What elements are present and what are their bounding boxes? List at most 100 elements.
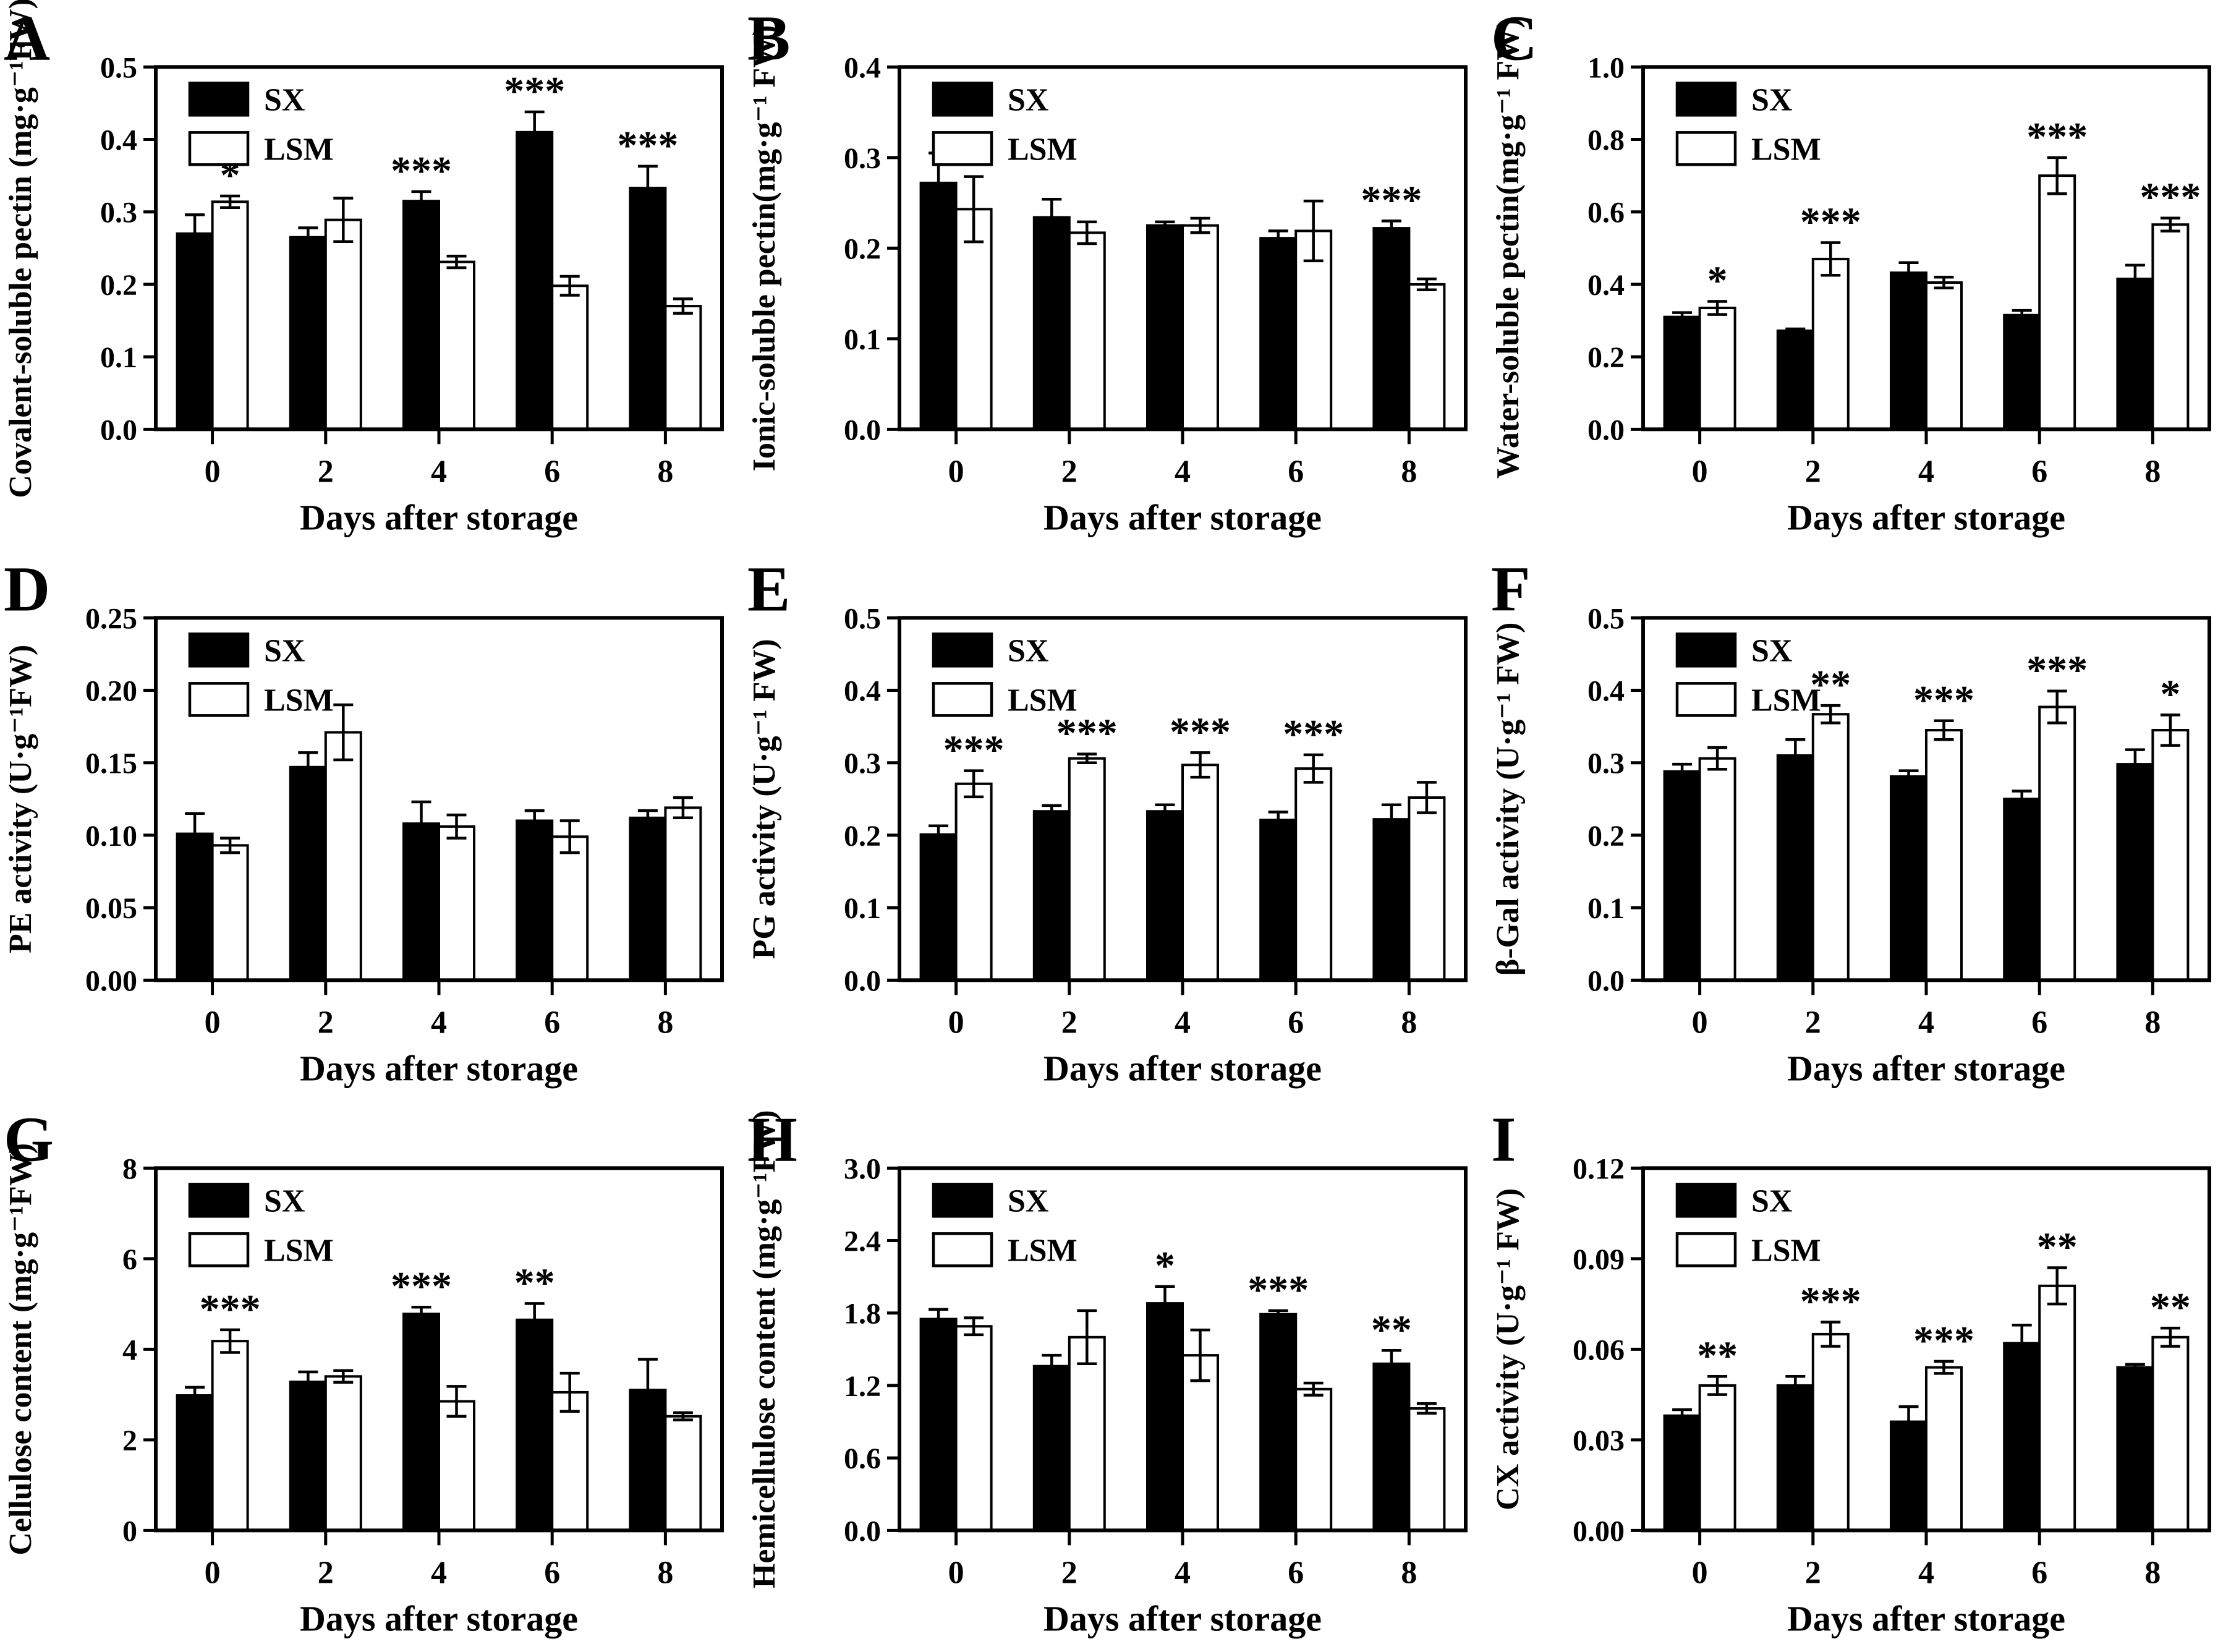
y-tick-label: 0.12 [1573,1153,1625,1186]
legend-swatch-lsm [932,1232,993,1267]
significance-marker: *** [1361,177,1422,223]
legend-swatch-lsm [932,681,993,717]
legend-label-sx: SX [264,82,305,117]
y-tick-label: 0.0 [844,414,881,446]
bar-sx-day4 [402,822,440,981]
bar-lsm-day6 [2038,174,2076,431]
significance-marker: ** [1810,662,1851,707]
bar-lsm-day8 [664,1415,702,1532]
legend-swatch-sx [1675,1183,1737,1218]
significance-marker: *** [391,1264,452,1309]
x-tick-label: 4 [1175,1556,1191,1591]
panel-H-chart: H 0.0 0.6 1.2 1.8 2.4 3.0 Hemicellulose content… [744,1101,1487,1652]
x-tick-label: 8 [657,454,673,489]
panel-C-chart: C 0.0 0.2 0.4 0.6 0.8 1.0 Water-soluble pectin(… [1487,0,2231,551]
bar-lsm-day0 [1698,1384,1736,1532]
x-tick-label: 2 [1061,1005,1077,1040]
bar-lsm-day2 [1068,1336,1106,1532]
x-axis-title: Days after storage [1043,1599,1322,1639]
bar-lsm-day6 [2038,1285,2076,1532]
significance-marker: *** [200,1287,261,1332]
bar-lsm-day6 [1294,1388,1333,1532]
x-tick-label: 2 [1805,1556,1821,1591]
bar-lsm-day6 [1294,767,1333,981]
significance-marker: *** [2026,114,2088,160]
plot-border [898,1166,1468,1533]
significance-marker: ** [2150,1285,2191,1330]
bar-lsm-day2 [1068,757,1106,981]
y-tick-label: 2.4 [844,1225,881,1258]
y-tick-label: 0.05 [85,892,137,925]
plot-border [154,65,724,432]
bar-sx-day8 [2116,1366,2154,1532]
panel-A-chart: A 0.0 0.1 0.2 0.3 0.4 0.5 Covalent-soluble pect… [0,0,744,551]
bar-sx-day0 [919,181,958,431]
bar-lsm-day8 [2151,223,2190,431]
bar-lsm-day2 [1811,257,1850,431]
bar-sx-day8 [2116,762,2154,981]
legend-swatch-sx [1675,82,1737,117]
bar-sx-day2 [1032,809,1071,981]
y-tick-label: 0.4 [844,675,881,707]
y-tick-label: 3.0 [844,1153,881,1186]
bar-sx-day4 [1890,271,1927,431]
bar-lsm-day6 [551,1391,589,1532]
bar-lsm-day2 [1811,1333,1850,1532]
y-tick-label: 0.20 [85,675,137,707]
bar-lsm-day8 [664,305,702,431]
bar-sx-day8 [2116,278,2154,431]
y-tick-label: 0.2 [844,232,881,265]
bar-lsm-day6 [2038,705,2076,981]
x-axis-title: Days after storage [1043,497,1322,537]
x-axis-title: Days after storage [1787,497,2065,537]
y-tick-label: 0.6 [1587,197,1625,229]
y-tick-label: 0.1 [100,341,137,374]
y-tick-label: 0.06 [1573,1334,1625,1367]
legend-swatch-sx [1675,632,1737,668]
y-tick-label: 8 [122,1153,137,1186]
legend-label-lsm: LSM [1008,683,1077,718]
x-tick-label: 0 [1692,1556,1708,1591]
significance-marker: *** [1056,710,1118,756]
bar-lsm-day4 [1925,1366,1963,1532]
x-tick-label: 0 [948,1005,964,1040]
chart-svg-C: C 0.0 0.2 0.4 0.6 0.8 1.0 Water-soluble pectin(… [1490,2,2211,537]
plot-border [154,615,724,982]
y-tick-label: 0.00 [1573,1515,1625,1548]
plot-border [1641,1166,2211,1533]
significance-marker: *** [943,727,1005,772]
panel-letter: A [4,2,50,74]
bar-sx-day4 [402,200,440,431]
y-tick-label: 0.5 [100,51,137,84]
panel-E-chart: E 0.0 0.1 0.2 0.3 0.4 0.5 PG activity (U·g⁻¹ FW… [744,551,1487,1102]
x-tick-label: 0 [205,1005,221,1040]
panel-letter: I [1491,1104,1516,1175]
bar-lsm-day4 [438,260,475,431]
bar-lsm-day0 [954,1325,993,1532]
y-tick-label: 0.2 [1587,820,1625,853]
bar-lsm-day8 [664,806,702,981]
x-tick-label: 2 [1805,454,1821,489]
bar-sx-day8 [1372,817,1411,981]
x-tick-label: 4 [431,1005,447,1040]
bar-sx-day6 [2003,1342,2041,1532]
chart-svg-H: H 0.0 0.6 1.2 1.8 2.4 3.0 Hemicellulose content… [747,1104,1468,1639]
panel-I-chart: I 0.00 0.03 0.06 0.09 0.12 CX activity (U·g⁻¹ … [1487,1101,2231,1652]
panel-letter: G [4,1104,54,1175]
y-tick-label: 0.4 [100,124,137,157]
legend-label-sx: SX [1751,1184,1792,1219]
y-tick-label: 0 [122,1515,137,1548]
panel-letter: D [4,553,50,624]
y-tick-label: 0.00 [85,964,137,997]
legend-label-sx: SX [1751,633,1792,668]
bar-sx-day6 [2003,797,2041,981]
bar-lsm-day0 [211,1340,249,1532]
y-tick-label: 0.6 [844,1442,881,1475]
significance-marker: *** [1283,712,1344,757]
significance-marker: *** [2026,647,2088,692]
y-tick-label: 2 [122,1424,137,1457]
x-axis-title: Days after storage [1787,1599,2065,1639]
x-tick-label: 6 [544,1005,560,1040]
legend-label-sx: SX [264,633,305,668]
y-tick-label: 0.3 [1587,747,1625,780]
